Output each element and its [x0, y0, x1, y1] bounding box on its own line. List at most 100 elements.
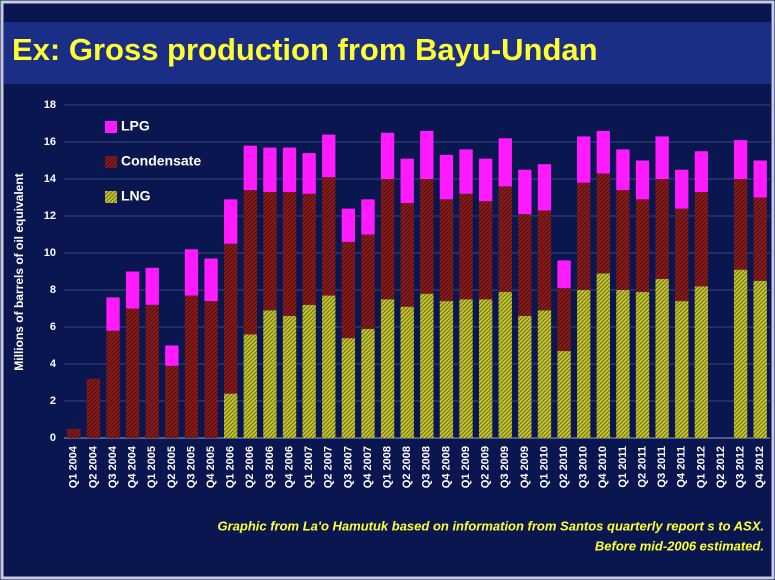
bar-segment [537, 210, 552, 311]
x-tick-label: Q2 2012 [715, 446, 727, 488]
bar-segment [518, 315, 532, 438]
y-tick-label: 0 [50, 432, 56, 444]
bar-segment [145, 267, 159, 305]
bar-segment [125, 308, 140, 438]
x-tick-label: Q3 2004 [107, 445, 119, 488]
legend-swatch [105, 156, 117, 168]
bar-segment [302, 153, 316, 194]
bar-segment [459, 193, 473, 300]
x-tick-label: Q3 2010 [578, 446, 590, 488]
chart-title: Ex: Gross production from Bayu-Undan [12, 32, 598, 67]
bar-segment [655, 278, 669, 438]
bar-segment [165, 345, 179, 366]
x-tick-label: Q4 2005 [205, 446, 217, 488]
y-tick-label: 4 [50, 358, 57, 370]
bar-segment [322, 177, 336, 296]
bar-segment [263, 191, 277, 311]
bar-segment [380, 132, 395, 179]
y-tick-label: 14 [44, 173, 57, 185]
y-tick-label: 6 [50, 321, 56, 333]
bar-segment [322, 295, 336, 438]
x-tick-label: Q3 2007 [342, 446, 354, 488]
x-tick-label: Q2 2007 [323, 446, 335, 488]
bar-segment [753, 160, 767, 198]
bar-segment [282, 191, 297, 316]
bar-segment [341, 338, 356, 438]
x-tick-label: Q3 2012 [734, 446, 746, 488]
bar-segment [635, 199, 650, 292]
bar-segment [557, 351, 571, 438]
bar-segment [439, 301, 454, 438]
bar-segment [400, 306, 414, 438]
y-tick-label: 10 [44, 247, 56, 259]
bar-segment [243, 145, 257, 191]
bar-segment [420, 130, 434, 179]
bar-segment [184, 295, 199, 438]
y-tick-label: 16 [44, 136, 56, 148]
bar-segment [224, 199, 238, 244]
x-tick-label: Q1 2006 [225, 446, 237, 488]
x-tick-label: Q3 2005 [185, 446, 197, 488]
bar-segment [478, 299, 493, 438]
bar-segment [616, 190, 630, 290]
bar-segment [733, 179, 748, 270]
x-tick-label: Q4 2009 [519, 446, 531, 488]
x-tick-label: Q4 2006 [283, 446, 295, 488]
bar-segment [263, 310, 277, 438]
x-tick-label: Q2 2011 [636, 446, 648, 488]
bar-segment [478, 158, 493, 202]
bar-segment [675, 169, 689, 209]
bar-segment [655, 136, 669, 179]
bar-segment [204, 301, 218, 438]
bar-segment [753, 280, 767, 438]
footnote: Graphic from La'o Hamutuk based on infor… [217, 518, 764, 533]
bar-segment [518, 169, 532, 215]
bar-segment [380, 299, 395, 438]
y-tick-label: 8 [50, 284, 56, 296]
bar-segment [420, 293, 434, 438]
legend-swatch [105, 121, 117, 133]
bar-segment [577, 182, 591, 290]
bar-segment [498, 291, 512, 438]
legend-label: Condensate [121, 153, 201, 169]
x-tick-label: Q2 2004 [87, 445, 99, 488]
y-tick-label: 2 [50, 395, 56, 407]
bar-segment [675, 208, 689, 302]
bar-segment [165, 365, 179, 438]
x-tick-label: Q3 2006 [264, 446, 276, 488]
bar-segment [675, 301, 689, 438]
bar-segment [380, 179, 395, 300]
bar-segment [400, 203, 414, 307]
x-tick-label: Q2 2005 [166, 446, 178, 488]
y-tick-label: 12 [44, 210, 56, 222]
bar-segment [537, 310, 552, 438]
x-tick-label: Q4 2010 [597, 446, 609, 488]
bar-segment [224, 243, 238, 394]
bar-segment [341, 208, 356, 242]
bar-segment [635, 160, 650, 200]
bar-segment [498, 138, 512, 187]
bar-segment [204, 258, 218, 302]
bar-segment [596, 130, 610, 174]
bar-segment [498, 186, 512, 292]
bar-segment [439, 154, 454, 200]
x-tick-label: Q1 2009 [460, 446, 472, 488]
y-axis-label: Millions of barrels of oil equivalent [12, 173, 26, 370]
x-tick-label: Q3 2008 [421, 446, 433, 488]
bar-segment [616, 149, 630, 191]
x-tick-label: Q4 2011 [676, 446, 688, 488]
x-tick-label: Q2 2008 [401, 446, 413, 488]
x-tick-label: Q1 2004 [68, 445, 80, 488]
bar-segment [282, 147, 297, 192]
bar-segment [655, 179, 669, 279]
x-tick-label: Q4 2012 [754, 446, 766, 488]
bar-segment [263, 147, 277, 192]
x-tick-label: Q3 2009 [499, 446, 511, 488]
bar-segment [616, 290, 630, 438]
x-tick-label: Q3 2011 [656, 446, 668, 488]
x-tick-label: Q1 2005 [146, 446, 158, 488]
bar-segment [361, 234, 375, 329]
title-band [4, 22, 771, 84]
bar-segment [125, 271, 140, 309]
